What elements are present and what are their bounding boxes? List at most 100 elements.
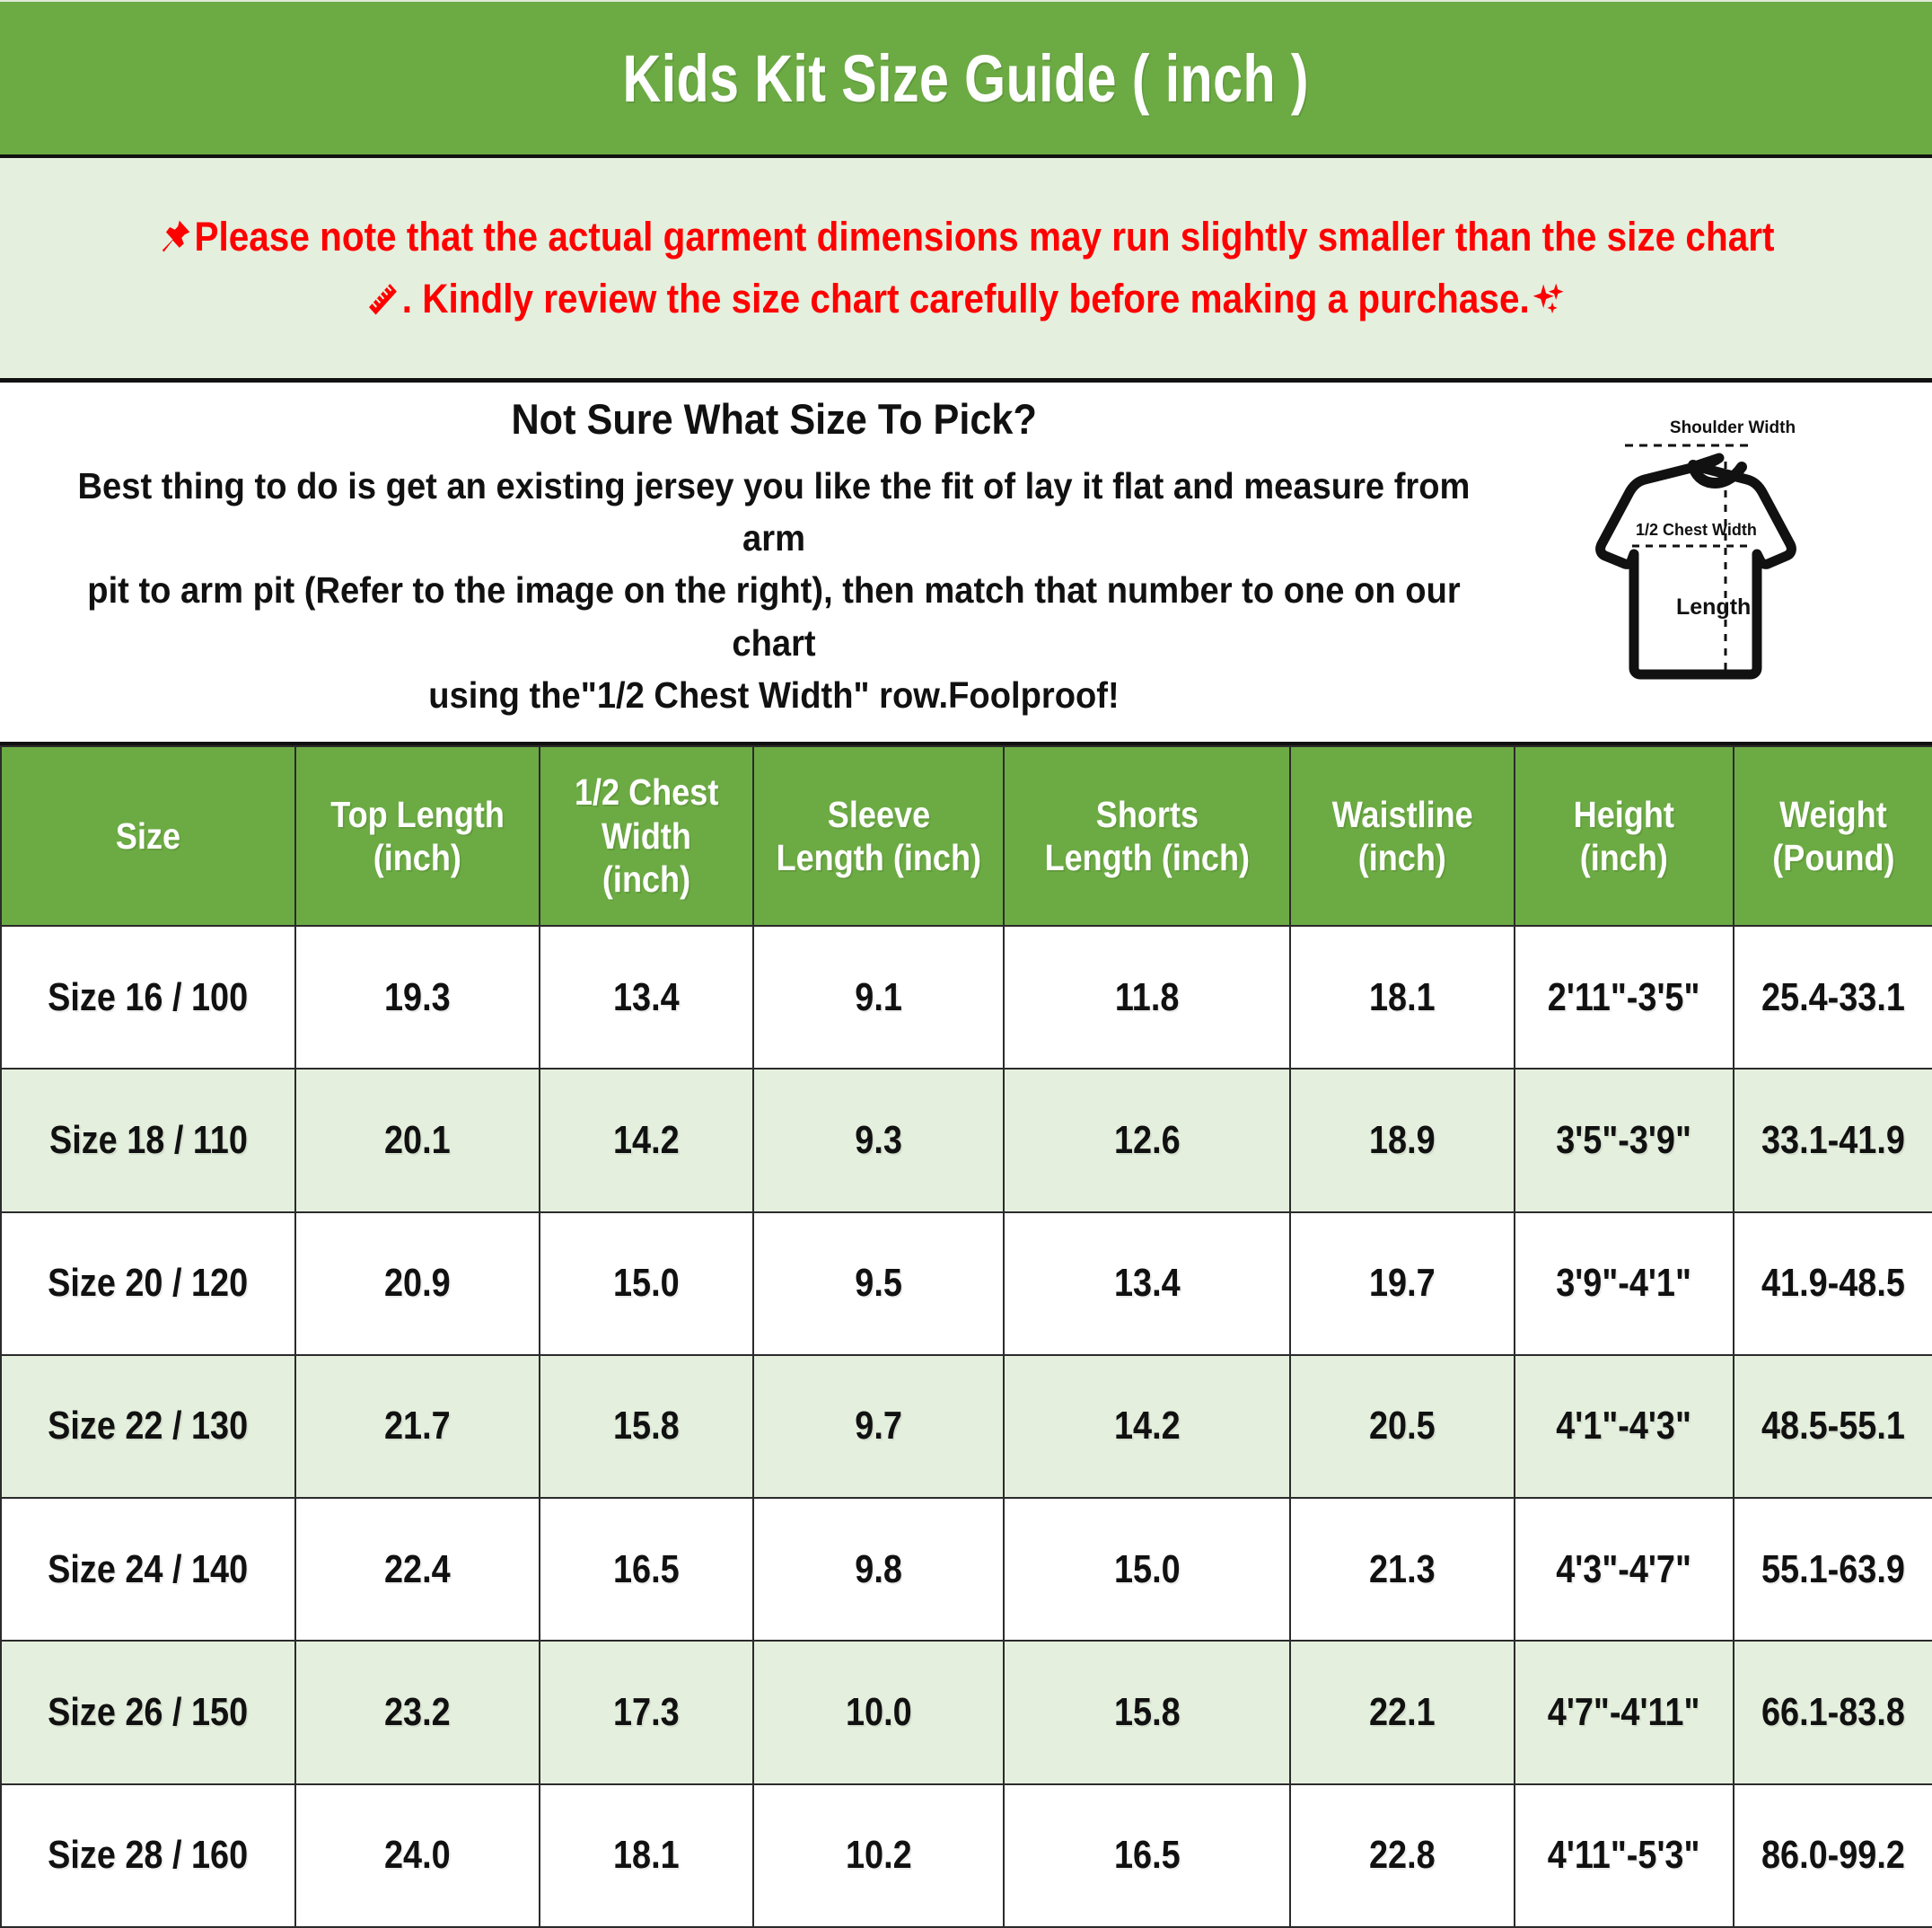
measurement-cell: 13.4 xyxy=(539,924,754,1070)
cell-value: 48.5-55.1 xyxy=(1761,1404,1905,1448)
tshirt-outline xyxy=(1595,453,1796,680)
measurement-cell: 14.2 xyxy=(1003,1353,1291,1500)
table-row: Size 18 / 110 20.1 14.2 9.3 12.6 18.9 3'5"-3'9… xyxy=(0,1068,1932,1213)
cell-value: Size 16 / 100 xyxy=(48,974,249,1019)
column-header-0: Size xyxy=(0,745,296,927)
cell-value: 14.2 xyxy=(613,1117,680,1162)
cell-value: 3'9"-4'1" xyxy=(1556,1261,1692,1306)
cell-value: 86.0-99.2 xyxy=(1761,1833,1905,1878)
measurement-cell: 16.5 xyxy=(1003,1783,1291,1928)
column-header-line: Height xyxy=(1573,793,1675,835)
column-header-line: Length (inch) xyxy=(776,837,981,878)
measurement-cell: 9.5 xyxy=(752,1211,1005,1356)
size-table-body: Size 16 / 100 19.3 13.4 9.1 11.8 18.1 2'11"-3'… xyxy=(0,924,1932,1928)
cell-value: 55.1-63.9 xyxy=(1761,1546,1905,1591)
measurement-cell: 14.2 xyxy=(539,1068,754,1213)
measurement-cell: 10.2 xyxy=(752,1783,1005,1928)
table-row: Size 28 / 160 24.0 18.1 10.2 16.5 22.8 4'11"-5… xyxy=(0,1783,1932,1928)
shirt-measurement-diagram: Shoulder Width 1/2 Chest Width Length xyxy=(1555,383,1932,742)
measurement-cell: 17.3 xyxy=(539,1640,754,1785)
measurement-cell: 18.1 xyxy=(539,1783,754,1928)
cell-value: 9.5 xyxy=(855,1261,902,1306)
measurement-cell: 12.6 xyxy=(1003,1068,1291,1213)
measurement-cell: 21.7 xyxy=(294,1353,540,1500)
column-header-line: (inch) xyxy=(373,837,462,878)
cell-value: Size 26 / 150 xyxy=(48,1690,249,1735)
column-header-6: Height(inch) xyxy=(1514,745,1734,927)
column-header-line: Size xyxy=(115,814,181,857)
shoulder-width-label: Shoulder Width xyxy=(1670,418,1796,437)
measurement-cell: 41.9-48.5 xyxy=(1733,1211,1932,1356)
table-row: Size 20 / 120 20.9 15.0 9.5 13.4 19.7 3'9"-4'1… xyxy=(0,1211,1932,1356)
measurement-cell: 22.4 xyxy=(294,1497,540,1642)
cell-value: 33.1-41.9 xyxy=(1761,1117,1905,1162)
cell-value: 9.8 xyxy=(855,1546,902,1591)
note-text-2: . Kindly review the size chart carefully… xyxy=(402,275,1530,321)
measurement-cell: 15.8 xyxy=(539,1353,754,1500)
column-header-line: (inch) xyxy=(1579,837,1669,878)
cell-value: 9.7 xyxy=(855,1404,902,1448)
cell-value: 24.0 xyxy=(384,1833,451,1878)
cell-value: 9.1 xyxy=(855,974,902,1019)
measurement-cell: 15.0 xyxy=(539,1211,754,1356)
measurement-cell: 21.3 xyxy=(1289,1497,1515,1642)
cell-value: 13.4 xyxy=(1113,1261,1181,1306)
measurement-cell: 15.0 xyxy=(1003,1497,1291,1642)
info-body-line-1: Best thing to do is get an existing jers… xyxy=(77,464,1471,559)
cell-value: 18.9 xyxy=(1369,1117,1436,1162)
measurement-cell: 15.8 xyxy=(1003,1640,1291,1785)
cell-value: Size 24 / 140 xyxy=(48,1546,249,1591)
note-text-1: Please note that the actual garment dime… xyxy=(194,214,1775,260)
column-header-1: Top Length(inch) xyxy=(294,745,540,927)
cell-value: 17.3 xyxy=(613,1690,680,1735)
measurement-cell: 33.1-41.9 xyxy=(1733,1068,1932,1213)
measurement-cell: 9.8 xyxy=(752,1497,1005,1642)
cell-value: 11.8 xyxy=(1114,974,1180,1019)
size-table-head: Size Top Length(inch) 1/2 ChestWidth (inch… xyxy=(0,745,1932,927)
size-cell: Size 28 / 160 xyxy=(0,1783,296,1928)
measurement-cell: 24.0 xyxy=(294,1783,540,1928)
column-header-line: Top Length xyxy=(330,793,505,835)
cell-value: 22.1 xyxy=(1369,1690,1436,1735)
cell-value: 19.7 xyxy=(1369,1261,1436,1306)
measurement-cell: 18.1 xyxy=(1289,924,1515,1070)
info-body: Best thing to do is get an existing jers… xyxy=(65,460,1484,721)
measurement-cell: 16.5 xyxy=(539,1497,754,1642)
table-row: Size 26 / 150 23.2 17.3 10.0 15.8 22.1 4'7"-4'… xyxy=(0,1640,1932,1785)
cell-value: 22.4 xyxy=(384,1546,451,1591)
cell-value: 18.1 xyxy=(1369,974,1436,1019)
measurement-cell: 4'1"-4'3" xyxy=(1514,1353,1734,1500)
pushpin-icon xyxy=(157,217,193,257)
half-chest-width-label: 1/2 Chest Width xyxy=(1636,521,1757,539)
size-cell: Size 16 / 100 xyxy=(0,924,296,1070)
cell-value: 15.8 xyxy=(1113,1690,1181,1735)
measurement-cell: 48.5-55.1 xyxy=(1733,1353,1932,1500)
ruler-icon xyxy=(365,279,401,319)
cell-value: 14.2 xyxy=(1113,1404,1181,1448)
size-cell: Size 24 / 140 xyxy=(0,1497,296,1642)
size-cell: Size 18 / 110 xyxy=(0,1068,296,1213)
measurement-cell: 19.3 xyxy=(294,924,540,1070)
cell-value: Size 22 / 130 xyxy=(48,1404,249,1448)
measurement-cell: 4'7"-4'11" xyxy=(1514,1640,1734,1785)
size-cell: Size 22 / 130 xyxy=(0,1353,296,1500)
measurement-cell: 3'5"-3'9" xyxy=(1514,1068,1734,1213)
cell-value: 20.9 xyxy=(384,1261,451,1306)
cell-value: 4'1"-4'3" xyxy=(1556,1404,1692,1448)
sparkles-icon xyxy=(1532,279,1568,319)
cell-value: 22.8 xyxy=(1369,1833,1436,1878)
cell-value: 15.0 xyxy=(613,1261,680,1306)
column-header-4: ShortsLength (inch) xyxy=(1003,745,1291,927)
note-line-1: Please note that the actual garment dime… xyxy=(157,207,1775,268)
cell-value: Size 28 / 160 xyxy=(48,1833,249,1878)
cell-value: 66.1-83.8 xyxy=(1761,1690,1905,1735)
column-header-line: Width (inch) xyxy=(602,814,691,901)
column-header-line: Waistline xyxy=(1331,793,1473,835)
table-row: Size 16 / 100 19.3 13.4 9.1 11.8 18.1 2'11"-3'… xyxy=(0,924,1932,1070)
cell-value: 15.8 xyxy=(613,1404,680,1448)
cell-value: 16.5 xyxy=(1113,1833,1181,1878)
cell-value: 4'3"-4'7" xyxy=(1556,1546,1692,1591)
column-header-line: 1/2 Chest xyxy=(574,771,719,814)
cell-value: 4'7"-4'11" xyxy=(1548,1690,1700,1735)
cell-value: 3'5"-3'9" xyxy=(1556,1117,1692,1162)
